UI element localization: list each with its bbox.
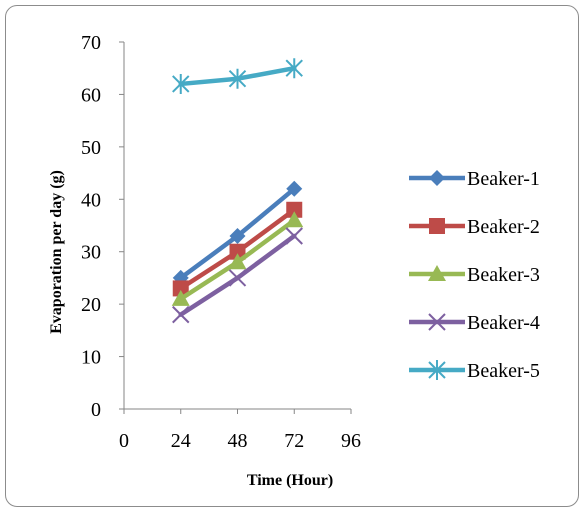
y-tick-label: 10 — [81, 347, 101, 369]
y-tick-label: 40 — [81, 189, 101, 211]
legend-label: Beaker-2 — [467, 216, 540, 238]
data-point — [285, 58, 303, 79]
legend-item-beaker-3: Beaker-3 — [409, 264, 540, 286]
data-point — [172, 280, 189, 297]
data-point — [172, 73, 190, 94]
series-beaker-4 — [172, 227, 303, 324]
x-tick-label: 48 — [228, 430, 248, 452]
series-beaker-2 — [172, 201, 303, 297]
legend-marker — [428, 360, 446, 380]
data-point — [286, 201, 303, 218]
y-tick-label: 50 — [81, 137, 101, 159]
legend: Beaker-1 Beaker-2 Beaker-3 Beaker-4 Beaker-5 — [409, 168, 540, 382]
data-point — [228, 269, 247, 287]
legend-marker — [428, 265, 446, 281]
x-tick-label: 72 — [284, 430, 304, 452]
data-point — [172, 305, 190, 324]
y-tick-label: 0 — [91, 399, 101, 421]
series-beaker-1 — [172, 180, 303, 286]
legend-item-beaker-1: Beaker-1 — [409, 168, 540, 190]
legend-marker — [429, 218, 445, 234]
x-tick-label: 96 — [341, 430, 361, 452]
series-beaker-3 — [171, 211, 304, 306]
data-point — [286, 180, 303, 197]
y-tick-label: 70 — [81, 32, 101, 54]
legend-label: Beaker-4 — [467, 312, 540, 334]
series-layer — [171, 58, 304, 324]
data-point — [285, 211, 304, 228]
x-axis-title: Time (Hour) — [247, 472, 333, 489]
axes: 0 10 20 30 40 50 60 70 0 24 48 72 96 — [81, 32, 361, 452]
data-point — [229, 243, 246, 260]
y-tick-label: 20 — [81, 294, 101, 316]
data-point — [228, 68, 247, 89]
legend-label: Beaker-3 — [467, 264, 540, 286]
data-point — [285, 227, 303, 245]
data-point — [228, 253, 247, 270]
legend-marker — [428, 313, 446, 331]
y-axis-title: Evaporation per day (g) — [48, 170, 65, 334]
legend-label: Beaker-5 — [467, 360, 540, 382]
legend-item-beaker-4: Beaker-4 — [409, 312, 540, 334]
x-tick-label: 0 — [119, 430, 129, 452]
legend-label: Beaker-1 — [467, 168, 540, 190]
legend-marker — [429, 170, 445, 186]
legend-item-beaker-2: Beaker-2 — [409, 216, 540, 238]
y-tick-label: 30 — [81, 242, 101, 264]
series-beaker-5 — [172, 58, 303, 94]
x-tick-label: 24 — [171, 430, 191, 452]
data-point — [229, 227, 246, 244]
data-point — [171, 289, 190, 306]
legend-item-beaker-5: Beaker-5 — [409, 360, 540, 382]
y-tick-label: 60 — [81, 84, 101, 106]
chart-frame — [5, 5, 579, 507]
